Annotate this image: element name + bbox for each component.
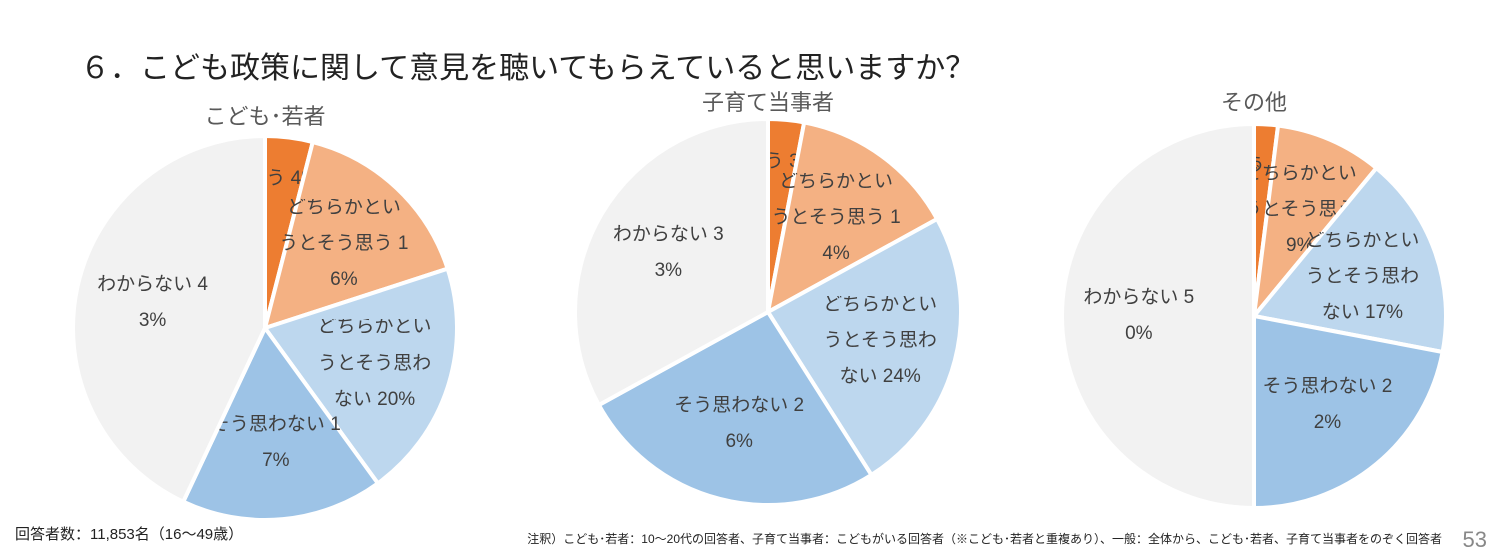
data-label-text: どちらかというとそう思わない 20% <box>310 319 440 409</box>
value-label: 14% <box>822 207 901 264</box>
data-label-text: どちらかというとそう思う 16% <box>279 199 409 289</box>
data-label-text: どちらかというとそう思わない 24% <box>815 296 945 386</box>
slide-title: ６．こども政策に関して意見を聴いてもらえていると思いますか？ <box>80 52 975 85</box>
data-label-box: どちらかというとそう思わない 24% <box>815 296 945 386</box>
data-label: そう思わない 26% <box>674 379 804 469</box>
value-label: 50% <box>1125 286 1195 344</box>
data-label-box: そう思わない 26% <box>674 379 804 469</box>
data-label-box: わからない 33% <box>603 208 733 298</box>
data-label-box: どちらかというとそう思わない 17% <box>1297 232 1427 322</box>
data-label: どちらかというとそう思う 9% <box>1235 165 1365 255</box>
value-label: 26% <box>725 395 805 453</box>
pie-slice <box>71 133 267 505</box>
category-label: どちらかというとそう思わない <box>1305 231 1420 322</box>
data-label-text: そう思わない 26% <box>674 388 804 460</box>
data-label: どちらかというとそう思わない 17% <box>1297 232 1427 322</box>
data-label: わからない 50% <box>1074 271 1204 361</box>
pie-slice <box>180 324 381 522</box>
data-label: わからない 33% <box>603 208 733 298</box>
footnote: 注釈）こども･若者：10〜20代の回答者、子育て当事者：こどもがいる回答者（※こ… <box>527 531 1442 546</box>
category-label: どちらかというとそう思わない <box>823 295 938 386</box>
data-label: どちらかというとそう思う 14% <box>771 173 901 263</box>
category-label: そう思わない <box>674 395 789 417</box>
data-label-box: そう思わない 17% <box>211 398 341 488</box>
pie-slice <box>573 116 770 408</box>
value-label: 22% <box>1313 375 1393 433</box>
pie-title: その他 <box>1221 90 1287 115</box>
value-label: 43% <box>138 273 208 331</box>
data-label-box: どちらかというとそう思わない 20% <box>310 319 440 409</box>
data-label: どちらかというとそう思わない 24% <box>815 296 945 386</box>
pie-slice <box>1252 313 1445 511</box>
category-label: どちらかというとそう思う <box>771 173 894 229</box>
data-label-text: そう思わない 22% <box>1262 369 1392 441</box>
data-label-text: どちらかというとそう思う 9% <box>1235 165 1365 255</box>
data-label-box: どちらかというとそう思う 16% <box>279 199 409 289</box>
category-label: どちらかというとそう思う <box>279 199 401 254</box>
data-label-box: そう思わない 22% <box>1262 360 1392 450</box>
category-label: どちらかというとそう思う <box>1242 165 1357 221</box>
data-label-box: どちらかというとそう思う 14% <box>771 173 901 263</box>
data-label-box: わからない 50% <box>1074 271 1204 361</box>
pie-slice <box>765 120 940 316</box>
pie-title: 子育て当事者 <box>702 90 834 115</box>
value-label: 20% <box>377 388 416 409</box>
value-label: 16% <box>330 232 409 290</box>
data-label-text: どちらかというとそう思う 14% <box>771 173 901 263</box>
sample-note: 回答者数：11,853名（16〜49歳） <box>15 526 243 543</box>
category-label: そう思わない <box>1262 375 1377 397</box>
data-label-box: どちらかというとそう思う 9% <box>1235 165 1365 255</box>
data-label-text: わからない 43% <box>88 267 218 339</box>
value-label: 17% <box>262 413 341 471</box>
pie-slice <box>765 216 963 478</box>
data-label-box: わからない 43% <box>88 258 218 348</box>
data-label: わからない 43% <box>88 258 218 348</box>
category-label: どちらかというとそう思わない <box>317 318 432 409</box>
value-label: 33% <box>654 223 724 282</box>
value-label: 24% <box>882 365 921 386</box>
pie-slice <box>1060 121 1256 511</box>
pie-slice <box>1250 165 1448 355</box>
category-label: わからない <box>612 223 708 245</box>
data-label: そう思わない 17% <box>211 398 341 488</box>
page-number: 53 <box>1463 527 1487 552</box>
data-label-text: そう思わない 17% <box>211 407 341 479</box>
pie-slice <box>261 266 459 487</box>
category-label: そう思わない <box>210 413 325 435</box>
value-label: 17% <box>1365 302 1404 322</box>
data-label-text: わからない 33% <box>603 217 733 289</box>
category-label: わからない <box>97 273 193 295</box>
data-label: どちらかというとそう思う 16% <box>279 199 409 289</box>
data-label: どちらかというとそう思わない 20% <box>310 319 440 409</box>
pie-slice <box>1251 123 1380 323</box>
data-label: そう思わない 22% <box>1262 360 1392 450</box>
pie-title: こども･若者 <box>204 104 325 129</box>
category-label: わからない <box>1083 286 1179 308</box>
pie-slice <box>596 309 875 507</box>
data-label-text: どちらかというとそう思わない 17% <box>1297 232 1427 322</box>
data-label-text: わからない 50% <box>1074 280 1204 352</box>
